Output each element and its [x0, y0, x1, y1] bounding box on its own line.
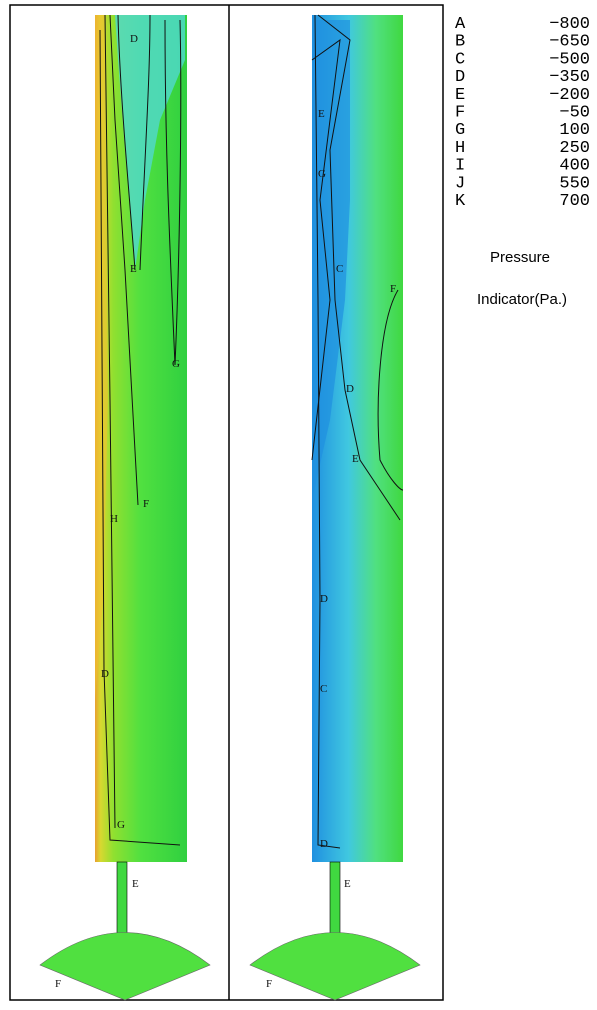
legend-title: Indicator(Pa.)	[477, 291, 567, 308]
legend-letter: C	[455, 50, 465, 69]
legend-letter: E	[455, 86, 465, 105]
legend-letter: I	[455, 157, 465, 176]
contour-label: F	[266, 978, 272, 990]
legend-letter: G	[455, 121, 465, 140]
contour-label: E	[318, 108, 325, 120]
legend-letter: J	[455, 174, 465, 193]
contour-label: C	[320, 683, 327, 695]
contour-label: E	[130, 263, 137, 275]
contour-label: F	[55, 978, 61, 990]
legend-letter: B	[455, 33, 465, 52]
legend-value: 250	[559, 139, 590, 158]
contour-label: E	[352, 453, 359, 465]
contour-label: D	[130, 33, 138, 45]
contour-label: H	[110, 513, 118, 525]
legend-letter: A	[455, 15, 466, 34]
contour-label: G	[172, 358, 180, 370]
contour-label: F	[390, 283, 396, 295]
contour-label: E	[344, 878, 351, 890]
contour-label: D	[101, 668, 109, 680]
contour-label: D	[320, 593, 328, 605]
legend-letter: D	[455, 68, 465, 87]
right-plot	[249, 14, 421, 1001]
contour-label: D	[320, 838, 328, 850]
legend-letter: K	[455, 192, 466, 211]
legend-title: Pressure	[490, 249, 550, 266]
legend-value: −650	[549, 33, 590, 52]
legend-value: −200	[549, 86, 590, 105]
legend-value: −800	[549, 15, 590, 34]
contour-label: G	[117, 819, 125, 831]
legend-value: 100	[559, 121, 590, 140]
legend-letter: F	[455, 104, 465, 123]
contour-label: G	[318, 168, 326, 180]
left-plot	[39, 14, 211, 1001]
legend-value: 400	[559, 157, 590, 176]
frame	[9, 4, 444, 1001]
legend-value: 550	[559, 174, 590, 193]
legend-value: −50	[559, 104, 590, 123]
contour-label: D	[346, 383, 354, 395]
legend-value: −350	[549, 68, 590, 87]
legend-letter: H	[455, 139, 465, 158]
legend-value: 700	[559, 192, 590, 211]
contour-label: E	[132, 878, 139, 890]
contour-label: F	[143, 498, 149, 510]
legend-value: −500	[549, 50, 590, 69]
contour-label: C	[336, 263, 343, 275]
